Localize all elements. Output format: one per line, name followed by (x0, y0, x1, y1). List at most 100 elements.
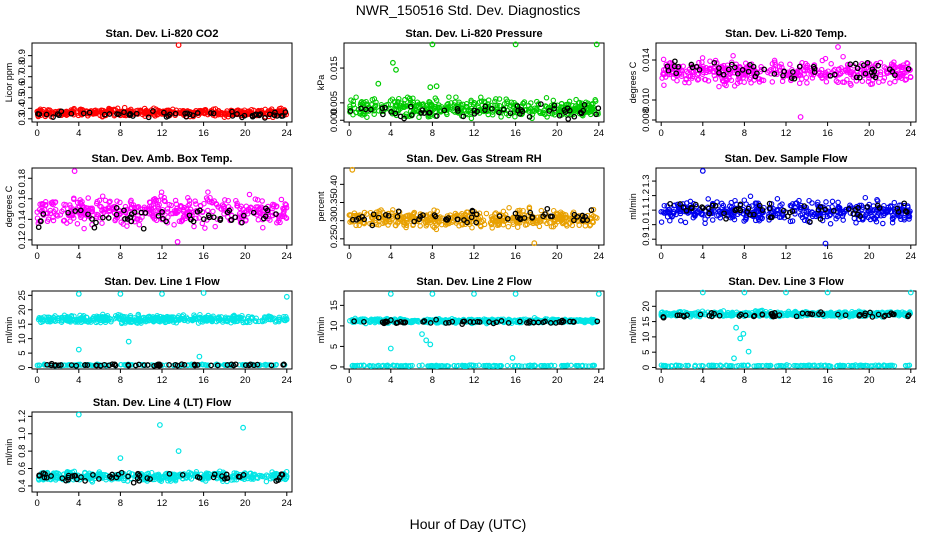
reference-point (799, 310, 806, 317)
reference-point (593, 111, 599, 118)
reference-point (562, 109, 569, 115)
data-point (234, 200, 240, 207)
baseline-point (891, 363, 898, 369)
outlier-point (824, 289, 831, 296)
data-point (892, 78, 898, 85)
reference-point (830, 207, 837, 214)
data-point (829, 198, 836, 205)
data-point (414, 102, 421, 108)
data-point (558, 211, 564, 217)
reference-point (242, 362, 249, 369)
reference-point (538, 101, 544, 107)
baseline-point (765, 362, 771, 369)
x-tick-label: 20 (552, 128, 563, 139)
reference-point (36, 111, 43, 118)
reference-point (368, 106, 374, 113)
data-point (743, 214, 749, 220)
outlier-point (595, 291, 602, 297)
reference-point (186, 212, 193, 219)
reference-point (113, 205, 120, 211)
x-tick-label: 24 (594, 128, 605, 139)
reference-point (582, 213, 588, 220)
data-point (452, 99, 458, 106)
data-point (398, 100, 404, 106)
data-point (581, 104, 587, 111)
reference-point (526, 113, 533, 120)
baseline-point (526, 363, 532, 369)
outlier-point (75, 291, 82, 297)
data-point (81, 225, 87, 232)
outlier-point (740, 330, 747, 337)
baseline-point (713, 363, 719, 369)
data-point (179, 217, 185, 223)
reference-point (263, 205, 269, 212)
data-point (385, 101, 391, 108)
data-point (221, 114, 228, 120)
baseline-point (902, 362, 909, 369)
reference-point (421, 110, 428, 116)
baseline-point (36, 362, 42, 368)
reference-point (44, 361, 50, 368)
data-point (818, 72, 824, 79)
data-point (409, 319, 415, 325)
reference-point (519, 108, 526, 115)
data-point (705, 196, 711, 202)
outlier-point (196, 353, 203, 360)
reference-point (105, 215, 112, 221)
data-point (840, 53, 846, 60)
x-tick-label: 0 (35, 128, 40, 139)
reference-point (93, 219, 99, 226)
chart-title: Stan. Dev. Sample Flow (725, 153, 848, 165)
data-point (114, 198, 120, 204)
reference-point (544, 205, 551, 212)
reference-point (178, 361, 185, 368)
reference-point (382, 318, 388, 325)
x-tick-label: 0 (347, 375, 352, 386)
reference-point (784, 213, 791, 220)
data-point (511, 99, 517, 106)
data-point (214, 201, 220, 208)
data-point (694, 77, 701, 83)
x-tick-label: 20 (240, 251, 251, 262)
data-point (727, 203, 733, 209)
baseline-point (222, 362, 228, 368)
baseline-point (512, 362, 519, 369)
data-point (46, 314, 53, 321)
y-axis-label: Licor ppm (4, 63, 14, 103)
reference-point (52, 362, 59, 368)
data-point (880, 78, 886, 84)
chart-panel-3: Stan. Dev. Li-820 Temp.0 4 8 12 16 20 240.0080… (628, 28, 917, 139)
reference-point (431, 212, 438, 218)
data-point (434, 208, 440, 215)
data-point (276, 318, 282, 325)
baseline-point (793, 362, 799, 369)
x-tick-label: 12 (781, 128, 792, 139)
data-point (132, 317, 139, 323)
data-point (881, 202, 887, 209)
baseline-point (188, 362, 194, 368)
y-tick-label: 0.005 (329, 91, 340, 115)
x-tick-label: 0 (659, 375, 664, 386)
baseline-point (841, 363, 847, 369)
reference-point (121, 109, 127, 116)
baseline-point (738, 362, 745, 368)
y-tick-label: 5 (329, 344, 340, 349)
data-point (426, 101, 433, 107)
reference-point (241, 112, 248, 119)
baseline-point (356, 362, 363, 369)
data-point (387, 219, 393, 225)
data-point (483, 210, 490, 217)
data-point (463, 101, 470, 107)
reference-point (240, 212, 247, 219)
data-point (774, 196, 781, 202)
reference-point (421, 318, 428, 324)
reference-point (862, 70, 869, 77)
data-point (889, 215, 896, 221)
data-point (869, 64, 876, 70)
reference-point (138, 209, 145, 216)
data-point (172, 197, 179, 204)
reference-point (473, 211, 480, 218)
data-point (555, 216, 562, 222)
reference-point (500, 106, 507, 113)
